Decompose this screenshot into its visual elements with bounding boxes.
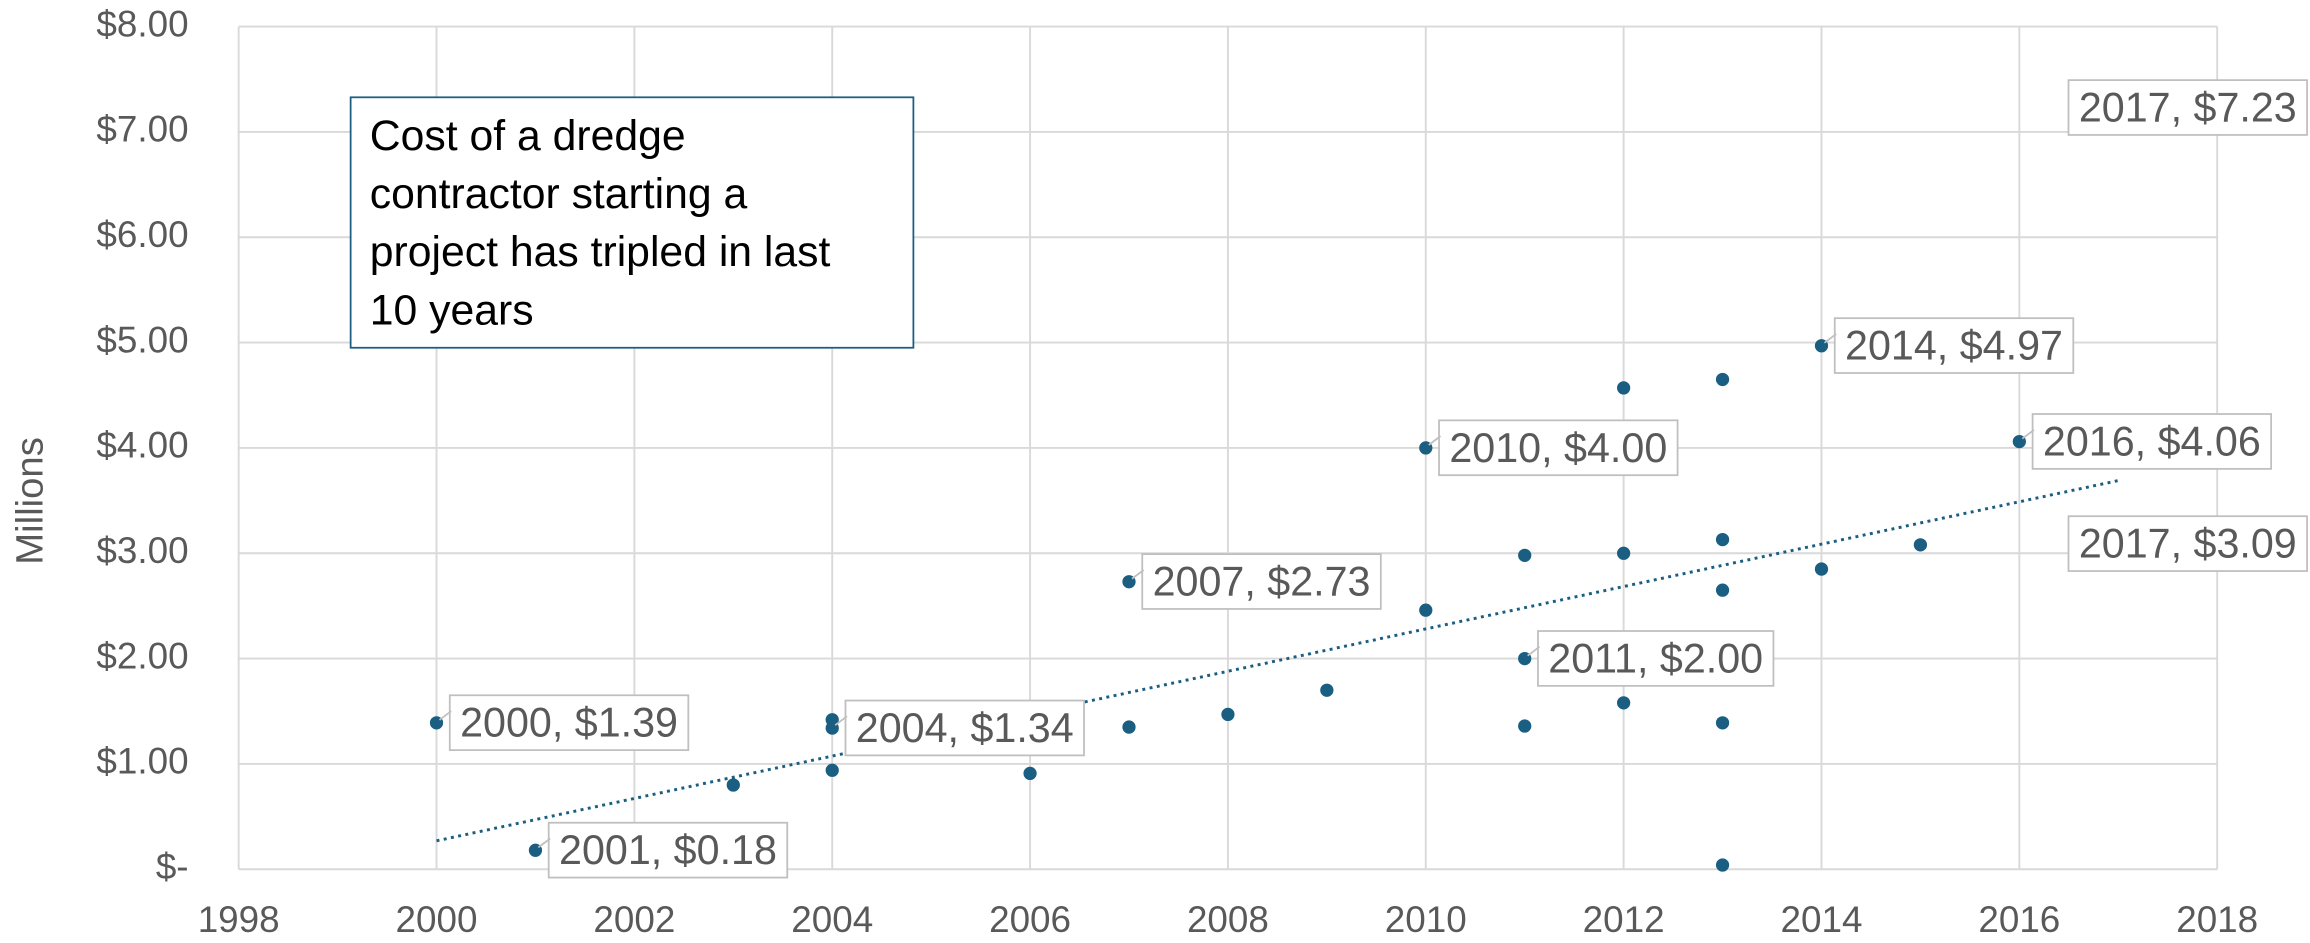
annotation-text: contractor starting a xyxy=(370,170,748,218)
data-label-group: 2004, $1.34 xyxy=(834,699,1085,757)
y-tick-label: $6.00 xyxy=(96,214,188,255)
data-label: 2016, $4.06 xyxy=(2043,418,2261,464)
data-point xyxy=(1320,683,1334,697)
data-label-box xyxy=(2031,413,2273,470)
annotation-text: Cost of a dredge xyxy=(370,112,686,160)
x-tick-label: 2014 xyxy=(1781,899,1863,940)
data-label: 2014, $4.97 xyxy=(1845,323,2063,369)
data-label-group: 2007, $2.73 xyxy=(1131,553,1382,610)
data-label-box xyxy=(448,694,690,751)
trendline xyxy=(436,479,2119,843)
data-point xyxy=(1715,716,1730,730)
data-label-group: 2017, $3.09 xyxy=(2067,515,2308,572)
y-tick-label: $5.00 xyxy=(96,319,188,360)
data-label-box xyxy=(1537,630,1775,687)
y-tick-label: $8.00 xyxy=(96,3,188,44)
data-label-box xyxy=(1141,553,1382,610)
y-tick-label: $2.00 xyxy=(96,635,188,676)
data-point xyxy=(1814,562,1829,576)
data-point xyxy=(1122,720,1136,734)
data-point xyxy=(1715,532,1730,547)
data-label-group: 2016, $4.06 xyxy=(2021,413,2273,470)
data-label: 2001, $0.18 xyxy=(559,827,777,873)
leader-line xyxy=(1131,569,1145,580)
data-point xyxy=(1913,538,1928,552)
data-label-group: 2001, $0.18 xyxy=(537,821,789,879)
y-tick-label: $7.00 xyxy=(96,109,188,150)
data-label: 2011, $2.00 xyxy=(1548,635,1763,681)
x-tick-label: 2008 xyxy=(1187,899,1269,940)
data-label: 2007, $2.73 xyxy=(1153,559,1371,605)
data-label: 2017, $3.09 xyxy=(2079,521,2297,567)
data-label-group: 2014, $4.97 xyxy=(1823,317,2075,374)
data-label-group: 2010, $4.00 xyxy=(1428,419,1679,477)
data-point xyxy=(726,778,740,792)
data-point xyxy=(1715,583,1730,597)
leader-line xyxy=(1823,333,1837,344)
y-tick-label: $- xyxy=(156,846,189,887)
data-label-group: 2017, $7.23 xyxy=(2067,79,2308,136)
x-tick-label: 2018 xyxy=(2176,899,2258,940)
data-point xyxy=(1715,372,1730,387)
x-tick-label: 2010 xyxy=(1385,899,1467,940)
data-label-group: 2011, $2.00 xyxy=(1527,630,1775,687)
data-label-box xyxy=(2067,79,2308,136)
data-point xyxy=(1419,603,1433,617)
leader-line xyxy=(438,710,452,721)
data-label-box xyxy=(547,821,789,879)
data-point xyxy=(825,763,839,777)
data-point xyxy=(1715,858,1730,872)
data-label-box xyxy=(1438,419,1679,477)
leader-line xyxy=(1527,646,1540,657)
leader-line xyxy=(834,715,848,726)
data-point xyxy=(1617,696,1631,710)
x-tick-label: 2012 xyxy=(1583,899,1665,940)
data-point xyxy=(1518,548,1532,562)
data-label: 2000, $1.39 xyxy=(460,700,678,746)
x-tick-label: 2006 xyxy=(989,899,1071,940)
data-label-box xyxy=(1833,317,2075,374)
data-point xyxy=(1518,719,1532,733)
data-label: 2010, $4.00 xyxy=(1449,425,1667,471)
leader-line xyxy=(2021,429,2035,440)
data-label-box xyxy=(2067,515,2308,572)
data-point xyxy=(1617,546,1631,560)
leader-line xyxy=(1428,435,1442,446)
data-label: 2004, $1.34 xyxy=(856,705,1074,751)
y-axis-label: Millions xyxy=(9,437,52,565)
y-tick-label: $1.00 xyxy=(96,741,188,782)
annotation-text: 10 years xyxy=(370,286,534,334)
data-point xyxy=(1221,707,1235,722)
y-tick-label: $4.00 xyxy=(96,425,188,466)
x-tick-label: 1998 xyxy=(198,899,280,940)
y-tick-label: $3.00 xyxy=(96,530,188,571)
x-tick-label: 2002 xyxy=(593,899,675,940)
x-tick-label: 2004 xyxy=(791,899,873,940)
data-point xyxy=(1617,381,1631,395)
leader-line xyxy=(537,837,551,849)
annotation-box xyxy=(349,96,915,349)
data-label-group: 2000, $1.39 xyxy=(438,694,690,751)
data-label-box xyxy=(844,699,1085,757)
data-point xyxy=(1023,766,1037,781)
annotation-text: project has tripled in last xyxy=(370,228,831,276)
data-label: 2017, $7.23 xyxy=(2079,85,2297,131)
x-tick-label: 2016 xyxy=(1978,899,2060,940)
x-tick-label: 2000 xyxy=(396,899,478,940)
